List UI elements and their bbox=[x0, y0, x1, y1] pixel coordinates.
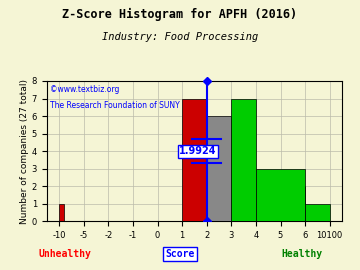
Text: Z-Score Histogram for APFH (2016): Z-Score Histogram for APFH (2016) bbox=[62, 8, 298, 21]
Text: ©www.textbiz.org: ©www.textbiz.org bbox=[50, 85, 119, 94]
Text: The Research Foundation of SUNY: The Research Foundation of SUNY bbox=[50, 101, 180, 110]
Text: Industry: Food Processing: Industry: Food Processing bbox=[102, 32, 258, 42]
Y-axis label: Number of companies (27 total): Number of companies (27 total) bbox=[20, 79, 29, 224]
Bar bbox=[305, 204, 330, 221]
Text: Healthy: Healthy bbox=[282, 249, 323, 259]
Text: Score: Score bbox=[165, 249, 195, 259]
Text: Unhealthy: Unhealthy bbox=[39, 249, 91, 259]
Bar bbox=[59, 204, 64, 221]
Bar bbox=[182, 99, 207, 221]
Text: 1.9924: 1.9924 bbox=[179, 146, 217, 156]
Bar bbox=[231, 99, 256, 221]
Bar bbox=[256, 169, 305, 221]
Bar bbox=[207, 116, 231, 221]
